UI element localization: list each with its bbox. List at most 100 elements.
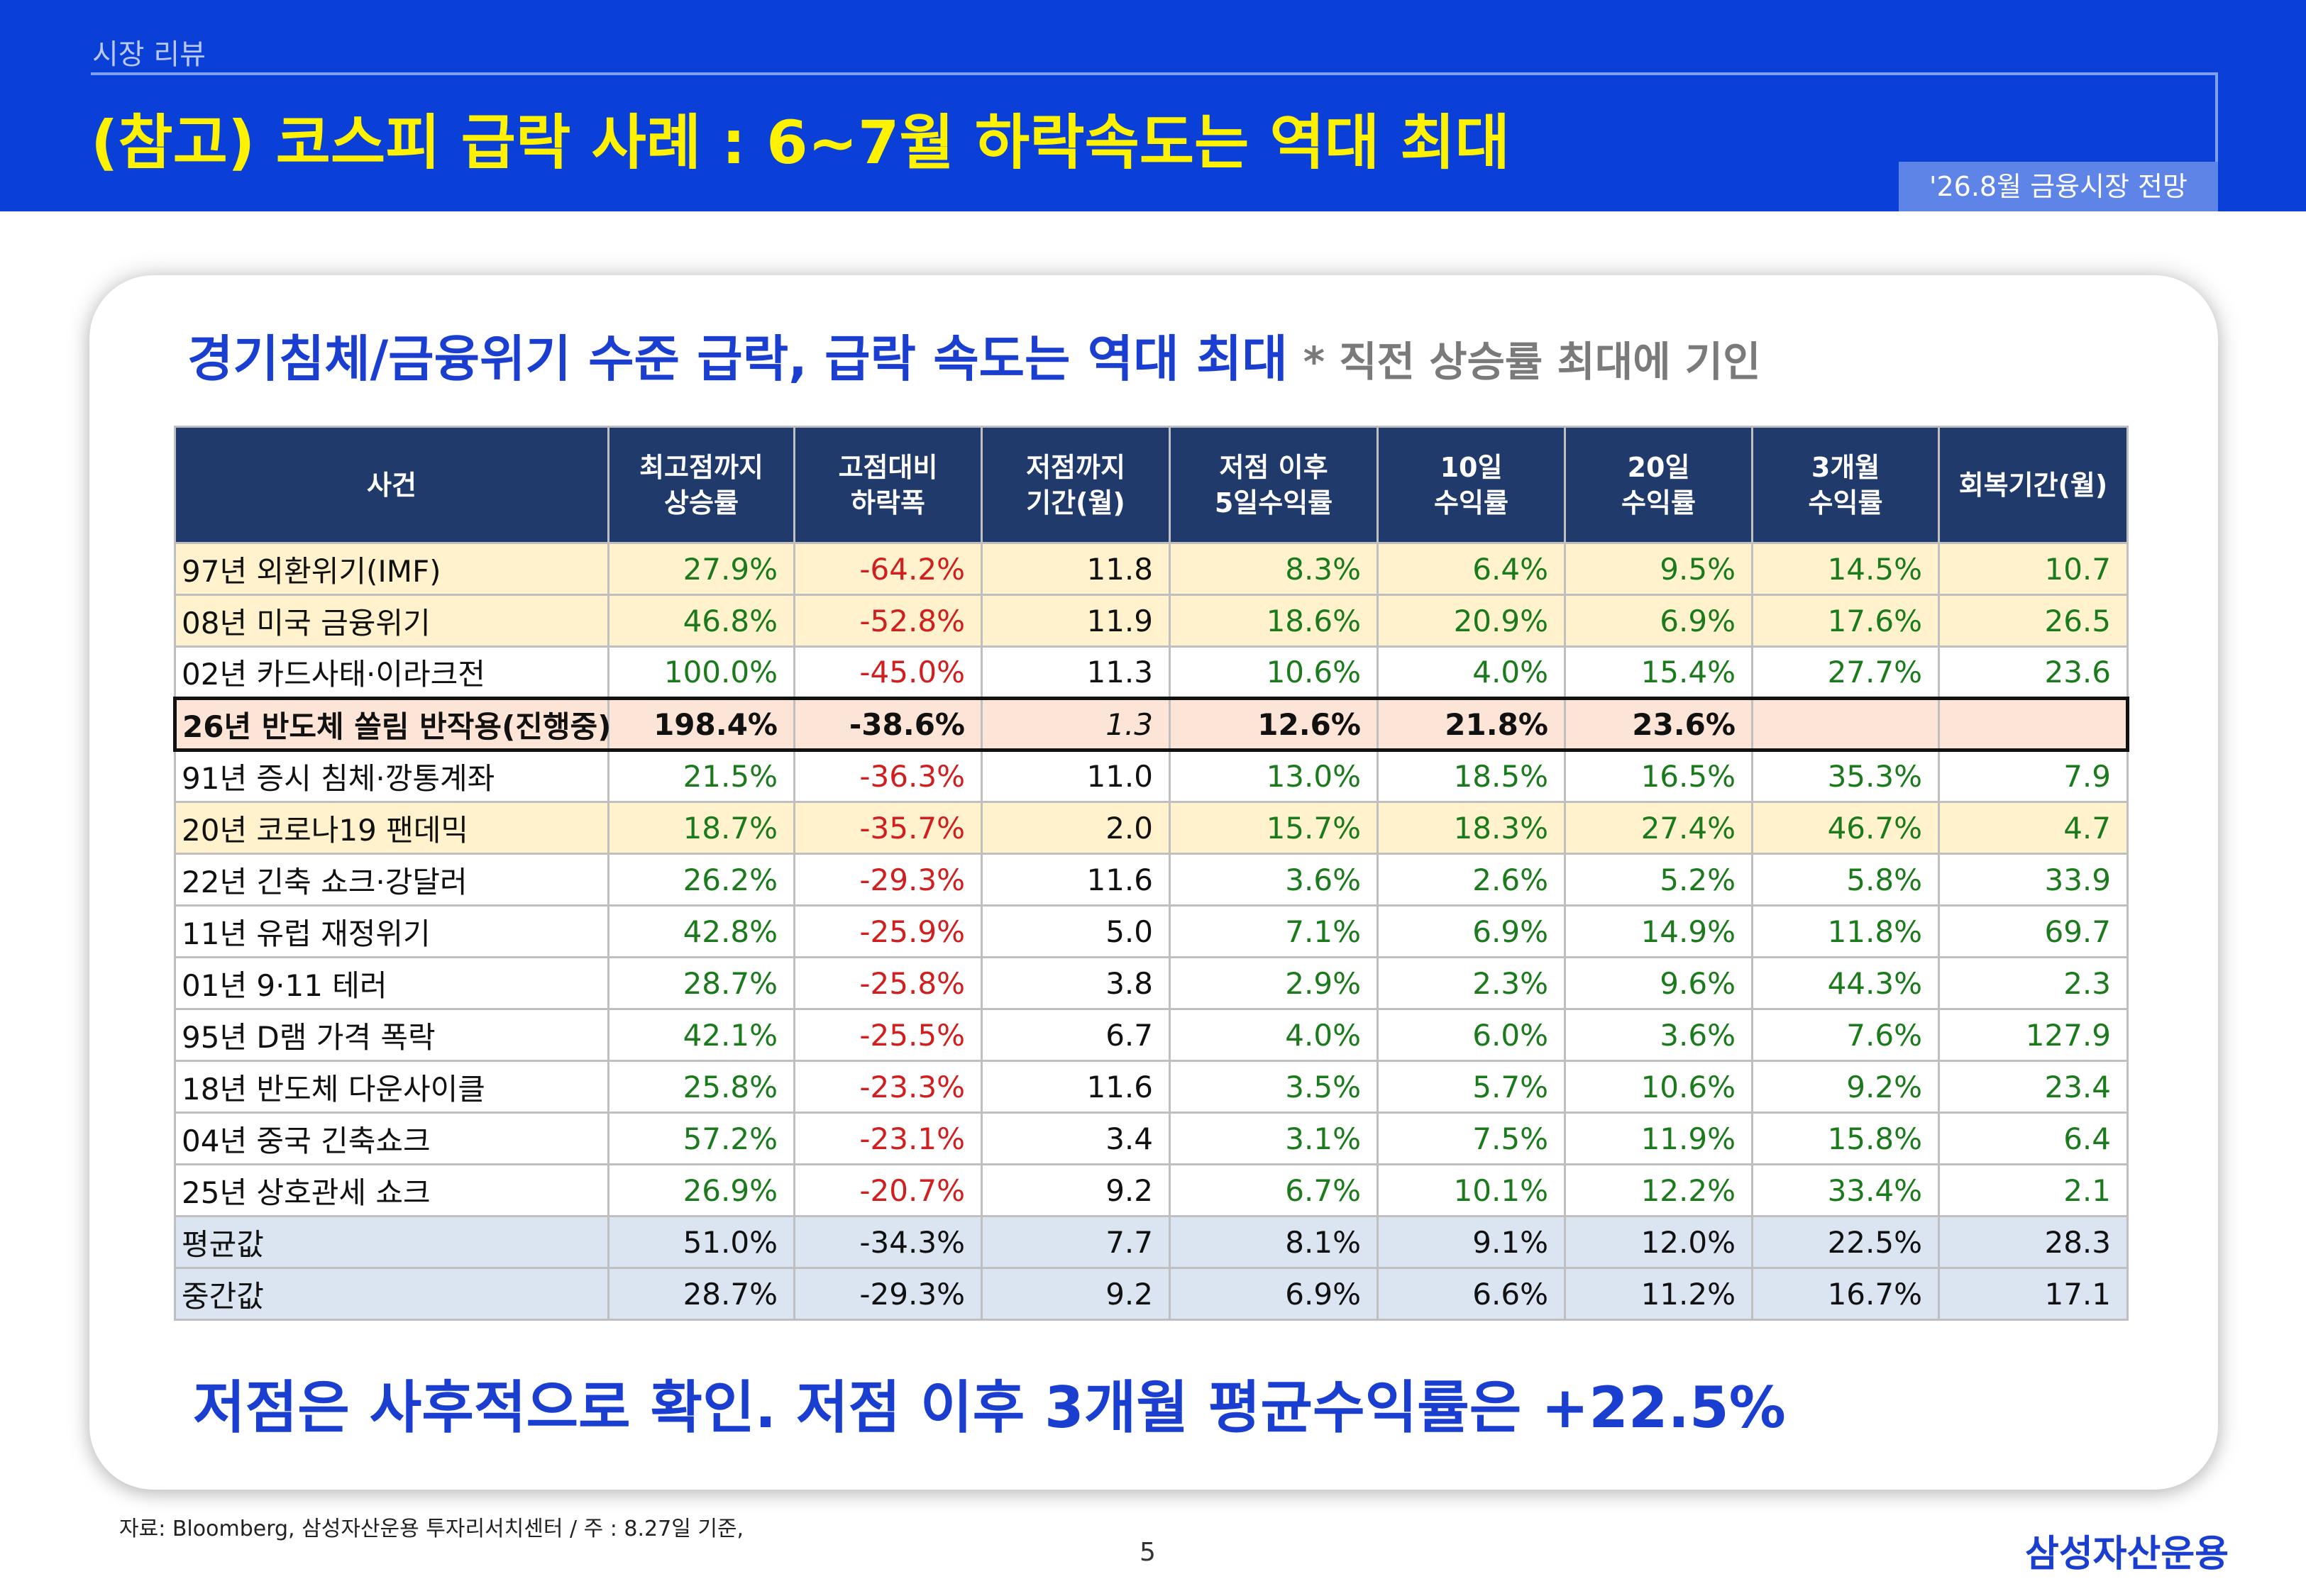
rise-cell: 26.2%: [607, 853, 795, 907]
drop-cell: -25.8%: [793, 956, 983, 1010]
r5-cell: 2.9%: [1169, 956, 1379, 1010]
drop-cell: -29.3%: [793, 1267, 983, 1321]
table-row: 08년 미국 금융위기 46.8% -52.8% 11.9 18.6% 20.9% 6.9%…: [174, 594, 2129, 648]
r5-cell: 4.0%: [1169, 1008, 1379, 1062]
months-cell: 11.8: [981, 542, 1171, 596]
r5-cell: 3.6%: [1169, 853, 1379, 907]
event-name-cell: 01년 9·11 테러: [174, 956, 609, 1010]
headline-note: * 직전 상승률 최대에 기인: [1303, 338, 1761, 386]
column-header: 고점대비 하락폭: [793, 426, 983, 544]
recovery-cell: 28.3: [1938, 1215, 2129, 1269]
r3m-cell: 22.5%: [1751, 1215, 1940, 1269]
drop-cell: -64.2%: [793, 542, 983, 596]
months-cell: 5.0: [981, 904, 1171, 958]
table-row: 평균값 51.0% -34.3% 7.7 8.1% 9.1% 12.0% 22.5% 28.3: [174, 1215, 2129, 1269]
rise-cell: 57.2%: [607, 1112, 795, 1165]
r10-cell: 9.1%: [1377, 1215, 1566, 1269]
months-cell: 11.0: [981, 749, 1171, 803]
r20-cell: 5.2%: [1564, 853, 1753, 907]
r10-cell: 4.0%: [1377, 645, 1566, 699]
report-badge: '26.8월 금융시장 전망: [1899, 162, 2218, 211]
table-row: 95년 D램 가격 폭락 42.1% -25.5% 6.7 4.0% 6.0% 3.6% 7.…: [174, 1008, 2129, 1062]
recovery-cell: 23.6: [1938, 645, 2129, 699]
r10-cell: 18.3%: [1377, 801, 1566, 855]
recovery-cell: 33.9: [1938, 853, 2129, 907]
table-row: 04년 중국 긴축쇼크 57.2% -23.1% 3.4 3.1% 7.5% 11.9% 15…: [174, 1112, 2129, 1165]
recovery-cell: 26.5: [1938, 594, 2129, 648]
rise-cell: 198.4%: [607, 697, 795, 752]
r20-cell: 10.6%: [1564, 1060, 1753, 1114]
section-label: 시장 리뷰: [92, 38, 206, 71]
rise-cell: 42.1%: [607, 1008, 795, 1062]
rise-cell: 27.9%: [607, 542, 795, 596]
table-header-row: 사건 최고점까지 상승률 고점대비 하락폭 저점까지 기간(월) 저점 이후 5일수익률…: [174, 426, 2129, 544]
table-row: 02년 카드사태·이라크전 100.0% -45.0% 11.3 10.6% 4.0% 15…: [174, 645, 2129, 699]
months-cell: 2.0: [981, 801, 1171, 855]
drop-cell: -52.8%: [793, 594, 983, 648]
r10-cell: 21.8%: [1377, 697, 1566, 752]
column-header: 20일 수익률: [1564, 426, 1753, 544]
source-note: 자료: Bloomberg, 삼성자산운용 투자리서치센터 / 주 : 8.27…: [119, 1517, 744, 1541]
headline: 경기침체/금융위기 수준 급락, 급락 속도는 역대 최대 * 직전 상승률 최대…: [187, 319, 1760, 391]
table-row: 91년 증시 침체·깡통계좌 21.5% -36.3% 11.0 13.0% 18.5% 1…: [174, 749, 2129, 803]
r5-cell: 6.9%: [1169, 1267, 1379, 1321]
table-row: 97년 외환위기(IMF) 27.9% -64.2% 11.8 8.3% 6.4% 9.5%…: [174, 542, 2129, 596]
r3m-cell: 33.4%: [1751, 1163, 1940, 1217]
event-name-cell: 11년 유럽 재정위기: [174, 904, 609, 958]
r20-cell: 15.4%: [1564, 645, 1753, 699]
r5-cell: 8.3%: [1169, 542, 1379, 596]
r5-cell: 18.6%: [1169, 594, 1379, 648]
r10-cell: 18.5%: [1377, 749, 1566, 803]
r5-cell: 6.7%: [1169, 1163, 1379, 1217]
r5-cell: 12.6%: [1169, 697, 1379, 752]
table-row: 18년 반도체 다운사이클 25.8% -23.3% 11.6 3.5% 5.7% 10.6…: [174, 1060, 2129, 1114]
table-row: 중간값 28.7% -29.3% 9.2 6.9% 6.6% 11.2% 16.7% 17.1: [174, 1267, 2129, 1321]
r10-cell: 7.5%: [1377, 1112, 1566, 1165]
event-name-cell: 25년 상호관세 쇼크: [174, 1163, 609, 1217]
r10-cell: 20.9%: [1377, 594, 1566, 648]
recovery-cell: 69.7: [1938, 904, 2129, 958]
r20-cell: 9.5%: [1564, 542, 1753, 596]
recovery-cell: 4.7: [1938, 801, 2129, 855]
r10-cell: 2.6%: [1377, 853, 1566, 907]
drop-cell: -25.9%: [793, 904, 983, 958]
recovery-cell: 6.4: [1938, 1112, 2129, 1165]
months-cell: 9.2: [981, 1267, 1171, 1321]
drop-cell: -25.5%: [793, 1008, 983, 1062]
recovery-cell: 23.4: [1938, 1060, 2129, 1114]
event-name-cell: 08년 미국 금융위기: [174, 594, 609, 648]
r20-cell: 9.6%: [1564, 956, 1753, 1010]
column-header: 최고점까지 상승률: [607, 426, 795, 544]
r20-cell: 11.2%: [1564, 1267, 1753, 1321]
rise-cell: 25.8%: [607, 1060, 795, 1114]
event-name-cell: 26년 반도체 쏠림 반작용(진행중): [173, 697, 611, 752]
table-row: 22년 긴축 쇼크·강달러 26.2% -29.3% 11.6 3.6% 2.6% 5.2%…: [174, 853, 2129, 907]
r5-cell: 7.1%: [1169, 904, 1379, 958]
r3m-cell: 9.2%: [1751, 1060, 1940, 1114]
rise-cell: 21.5%: [607, 749, 795, 803]
recovery-cell: 2.3: [1938, 956, 2129, 1010]
header-divider: [91, 72, 2218, 75]
r20-cell: 23.6%: [1564, 697, 1753, 752]
header-bar: 시장 리뷰 (참고) 코스피 급락 사례 : 6~7월 하락속도는 역대 최대 …: [0, 0, 2306, 211]
months-cell: 3.4: [981, 1112, 1171, 1165]
drop-cell: -35.7%: [793, 801, 983, 855]
column-header: 10일 수익률: [1377, 426, 1566, 544]
column-header: 저점 이후 5일수익률: [1169, 426, 1379, 544]
column-header: 저점까지 기간(월): [981, 426, 1171, 544]
r10-cell: 6.9%: [1377, 904, 1566, 958]
event-name-cell: 18년 반도체 다운사이클: [174, 1060, 609, 1114]
column-header: 회복기간(월): [1938, 426, 2129, 544]
drop-cell: -20.7%: [793, 1163, 983, 1217]
drop-cell: -23.1%: [793, 1112, 983, 1165]
recovery-cell: [1938, 697, 2129, 752]
months-cell: 7.7: [981, 1215, 1171, 1269]
r5-cell: 3.1%: [1169, 1112, 1379, 1165]
r10-cell: 6.4%: [1377, 542, 1566, 596]
column-header: 3개월 수익률: [1751, 426, 1940, 544]
company-logo: 삼성자산운용: [2025, 1533, 2229, 1575]
r5-cell: 13.0%: [1169, 749, 1379, 803]
rise-cell: 28.7%: [607, 1267, 795, 1321]
recovery-cell: 127.9: [1938, 1008, 2129, 1062]
r3m-cell: 46.7%: [1751, 801, 1940, 855]
